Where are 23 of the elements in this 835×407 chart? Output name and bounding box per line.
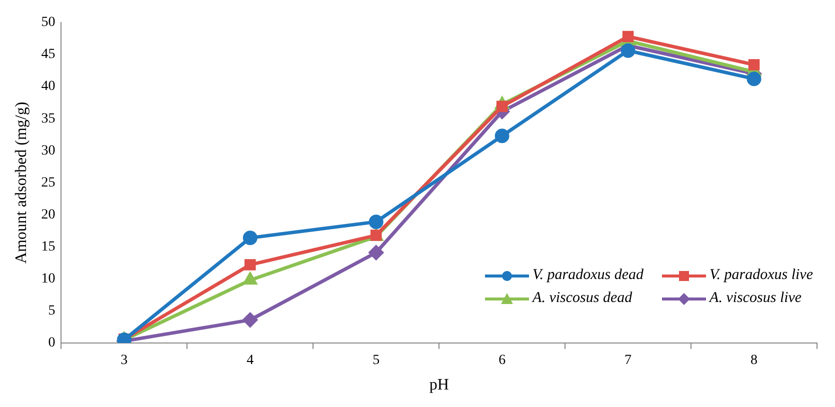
y-tick-label: 35 (41, 111, 56, 126)
y-tick-label: 45 (41, 47, 56, 62)
y-axis-title: Amount adsorbed (mg/g) (12, 102, 30, 264)
x-tick-label: 8 (750, 353, 758, 368)
x-tick-label: 7 (624, 353, 632, 368)
y-tick-label: 30 (41, 143, 56, 158)
legend-label: V. paradoxus dead (532, 267, 644, 284)
y-tick-label: 25 (41, 175, 56, 190)
x-tick-label: 6 (498, 353, 506, 368)
y-tick-label: 10 (41, 272, 56, 287)
x-tick-label: 5 (372, 353, 380, 368)
x-tick-label: 3 (120, 353, 128, 368)
y-tick-label: 0 (48, 336, 56, 351)
legend-label: A. viscosus dead (532, 290, 632, 307)
legend-label: V. paradoxus live (710, 267, 813, 284)
y-tick-label: 50 (41, 15, 56, 30)
x-tick-label: 4 (246, 353, 254, 368)
y-tick-label: 20 (41, 207, 56, 222)
legend-label: A. viscosus live (710, 290, 802, 307)
y-tick-label: 15 (41, 239, 56, 254)
x-axis-title: pH (429, 376, 450, 394)
y-tick-label: 5 (48, 304, 56, 319)
y-tick-label: 40 (41, 79, 56, 94)
